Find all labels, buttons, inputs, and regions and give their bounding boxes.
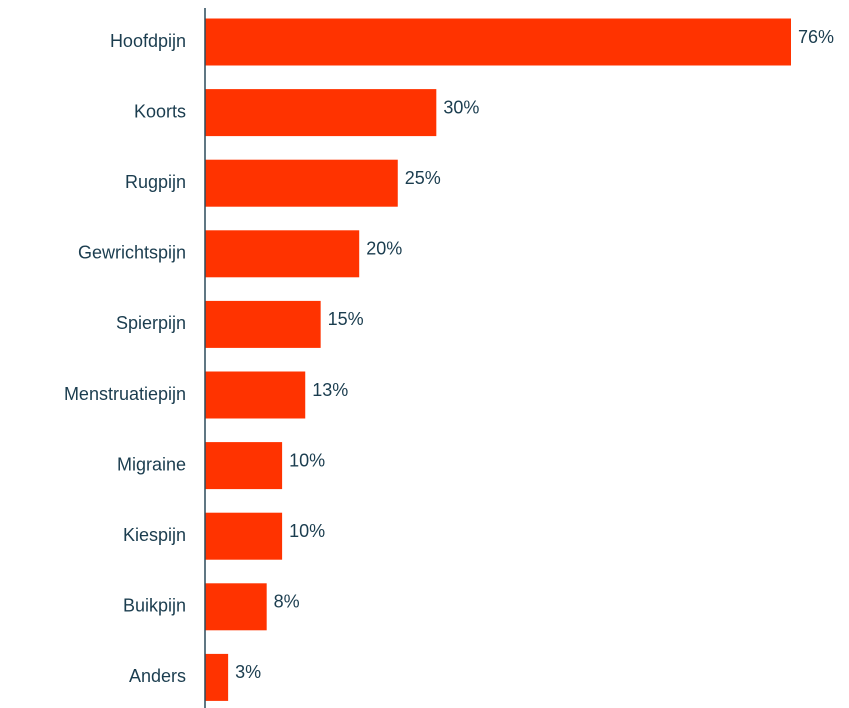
bar bbox=[205, 230, 360, 278]
category-label: Spierpijn bbox=[116, 313, 186, 333]
value-label: 10% bbox=[289, 450, 325, 470]
category-label: Kiespijn bbox=[123, 525, 186, 545]
category-label: Anders bbox=[129, 666, 186, 686]
bar bbox=[205, 653, 229, 701]
bar bbox=[205, 89, 437, 137]
category-label: Hoofdpijn bbox=[110, 31, 186, 51]
category-label: Gewrichtspijn bbox=[78, 243, 186, 263]
bar bbox=[205, 371, 306, 419]
category-label: Koorts bbox=[134, 101, 186, 121]
value-label: 30% bbox=[443, 97, 479, 117]
value-label: 13% bbox=[312, 380, 348, 400]
value-label: 8% bbox=[274, 592, 300, 612]
bar bbox=[205, 18, 791, 66]
value-label: 25% bbox=[405, 168, 441, 188]
value-label: 10% bbox=[289, 521, 325, 541]
category-label: Migraine bbox=[117, 454, 186, 474]
category-label: Rugpijn bbox=[125, 172, 186, 192]
value-label: 20% bbox=[366, 239, 402, 259]
value-label: 76% bbox=[798, 27, 834, 47]
bar bbox=[205, 442, 283, 490]
category-label: Buikpijn bbox=[123, 596, 186, 616]
bar bbox=[205, 159, 398, 207]
value-label: 3% bbox=[235, 662, 261, 682]
category-label: Menstruatiepijn bbox=[64, 384, 186, 404]
bar bbox=[205, 512, 283, 560]
bar bbox=[205, 583, 267, 631]
value-label: 15% bbox=[328, 309, 364, 329]
bar bbox=[205, 300, 321, 348]
